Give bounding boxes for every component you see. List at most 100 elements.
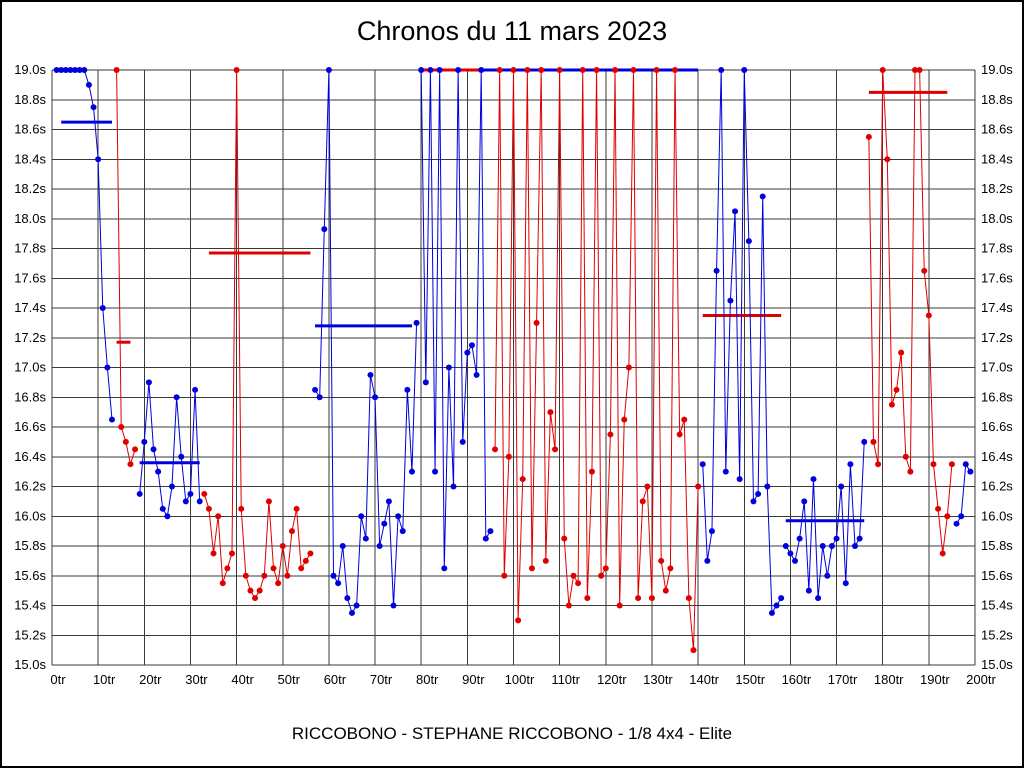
lap-point [385, 498, 392, 505]
lap-point [602, 565, 609, 572]
x-tick-label: 120tr [597, 672, 627, 687]
lap-point [510, 67, 517, 73]
lap-point [528, 565, 535, 572]
lap-point [367, 371, 374, 378]
run-5 [312, 67, 420, 616]
lap-point [561, 535, 568, 542]
lap-point [875, 461, 882, 468]
lap-point [944, 513, 951, 520]
y-tick-label-right: 18.8s [981, 92, 1013, 107]
lap-point [62, 67, 69, 73]
lap-point [681, 416, 688, 423]
lap-point [136, 490, 143, 497]
grid-lines [51, 69, 976, 666]
lap-point [312, 386, 319, 393]
lap-point [501, 572, 508, 579]
run-6 [418, 67, 494, 572]
lap-point [824, 572, 831, 579]
lap-point [196, 498, 203, 505]
lap-point [708, 528, 715, 535]
lap-point [53, 67, 60, 73]
lap-point [547, 409, 554, 416]
lap-point [293, 505, 300, 512]
lap-point [427, 67, 434, 73]
lap-point [570, 572, 577, 579]
lap-point [145, 379, 152, 386]
lap-point [173, 394, 180, 401]
lap-point [967, 468, 974, 475]
x-tick-label: 110tr [551, 672, 580, 687]
y-tick-label-right: 18.2s [981, 181, 1013, 196]
lap-point [122, 438, 129, 445]
lap-point [685, 595, 692, 602]
lap-point [478, 67, 485, 73]
lap-point [298, 565, 305, 572]
y-tick-label-right: 15.2s [981, 627, 1013, 642]
lap-point [404, 386, 411, 393]
lap-point [861, 438, 868, 445]
lap-point [542, 557, 549, 564]
lap-point [252, 595, 259, 602]
x-tick-label: 130tr [643, 672, 673, 687]
y-tick-label-right: 15.4s [981, 598, 1013, 613]
y-tick-label-left: 16.2s [14, 479, 46, 494]
lap-point [930, 461, 937, 468]
x-tick-label: 0tr [50, 672, 66, 687]
run-trace-line [494, 69, 699, 651]
lap-point [192, 386, 199, 393]
lap-point [916, 67, 923, 73]
lap-point [556, 67, 563, 73]
lap-point [219, 580, 226, 587]
x-tick-label: 10tr [93, 672, 116, 687]
lap-point [473, 371, 480, 378]
lap-point [108, 416, 115, 423]
lap-point [842, 580, 849, 587]
lap-point [238, 505, 245, 512]
lap-point [958, 513, 965, 520]
x-tick-label: 60tr [324, 672, 347, 687]
lap-point [588, 468, 595, 475]
x-tick-label: 70tr [370, 672, 393, 687]
x-tick-label: 190tr [920, 672, 950, 687]
y-tick-label-right: 17.6s [981, 270, 1013, 285]
lap-point [344, 595, 351, 602]
x-tick-label: 90tr [462, 672, 485, 687]
y-tick-label-left: 17.2s [14, 330, 46, 345]
x-tick-label: 180tr [874, 672, 904, 687]
lap-point [921, 267, 928, 274]
lap-point [284, 572, 291, 579]
lap-point [515, 617, 522, 624]
y-tick-label-left: 16.4s [14, 449, 46, 464]
lap-point [565, 602, 572, 609]
lap-point [215, 513, 222, 520]
lap-point [616, 602, 623, 609]
lap-point [58, 67, 65, 73]
lap-point [418, 67, 425, 73]
lap-point [598, 572, 605, 579]
lap-point [90, 104, 97, 111]
run-trace-line [203, 69, 311, 600]
lap-point [639, 498, 646, 505]
x-tick-label: 150tr [735, 672, 765, 687]
lap-point [376, 543, 383, 549]
y-tick-label-left: 15.4s [14, 598, 46, 613]
lap-point [584, 595, 591, 602]
lap-point [353, 602, 360, 609]
lap-point [275, 580, 282, 587]
lap-point [750, 498, 757, 505]
lap-point [893, 386, 900, 393]
y-tick-label-left: 15.2s [14, 627, 46, 642]
lap-point [201, 490, 208, 497]
lap-point [621, 416, 628, 423]
lap-point [805, 587, 812, 594]
lap-point [653, 67, 660, 73]
lap-point [902, 453, 909, 460]
x-tick-label: 20tr [139, 672, 162, 687]
lap-point [782, 543, 789, 549]
y-tick-label-right: 16.4s [981, 449, 1013, 464]
y-tick-label-left: 17.0s [14, 360, 46, 375]
lap-point [607, 431, 614, 438]
x-tick-label: 30tr [185, 672, 208, 687]
lap-point [630, 67, 637, 73]
lap-point [85, 81, 92, 88]
